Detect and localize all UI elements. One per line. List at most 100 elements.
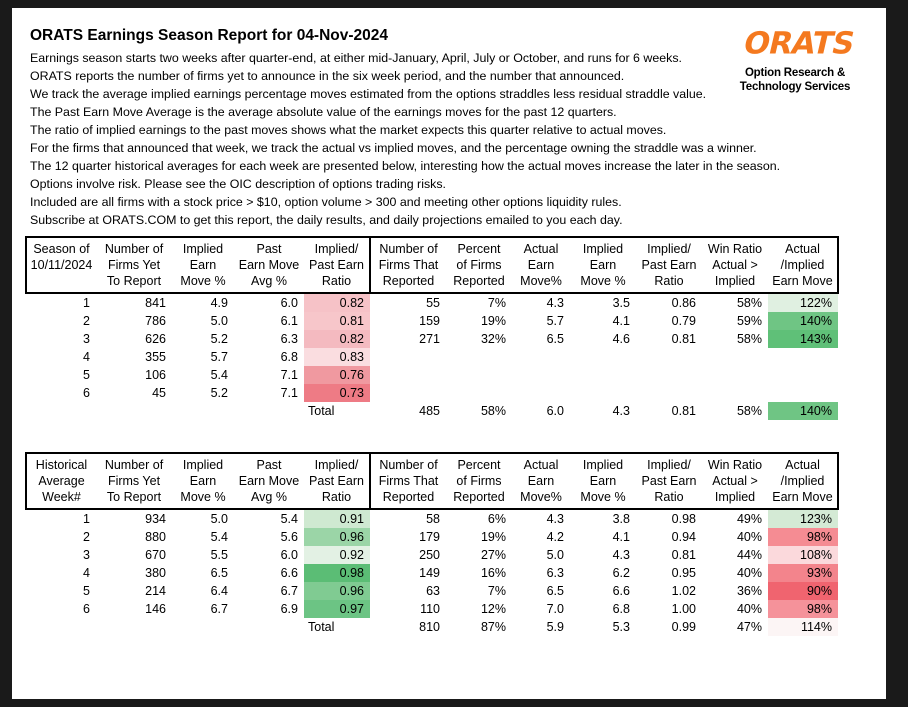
table-cell: 5.4 <box>280 512 298 526</box>
column-header: Actual/Implied Earn Move <box>768 236 839 294</box>
table-cell: 6.6 <box>612 584 630 598</box>
data-row: 6 45 5.2 7.1 0.73 <box>26 384 838 402</box>
column-header-line <box>27 273 96 289</box>
table-cell: 1 <box>83 296 90 310</box>
table-cell: 6.8 <box>280 350 298 364</box>
table-cell: 40% <box>736 530 762 544</box>
report-page: ORATS Earnings Season Report for 04-Nov-… <box>12 8 886 699</box>
column-header-line: Week# <box>42 490 81 504</box>
column-header: Historical Average Week# <box>25 452 96 510</box>
table-cell <box>512 366 570 384</box>
table-cell: 40% <box>736 566 762 580</box>
table-cell: 0.92 <box>304 546 370 564</box>
total-label: Total <box>308 404 335 418</box>
table-cell: 5.0 <box>210 512 228 526</box>
table-cell: 4.3 <box>612 404 630 418</box>
table-cell: 63 <box>426 584 440 598</box>
column-header: Number of Firms That Reported <box>369 452 446 510</box>
table-cell <box>768 384 838 402</box>
column-header: Implied/Past Earn Ratio <box>636 452 702 510</box>
column-header-line: Firms Yet <box>107 258 161 272</box>
table-cell <box>370 348 446 366</box>
table-cell: 27% <box>480 548 506 562</box>
table-cell: 93% <box>768 564 838 582</box>
column-header-line: Actual <box>785 458 820 472</box>
column-header-line: Reported <box>382 274 435 288</box>
table-cell: 58% <box>480 404 506 418</box>
intro-line: Options involve risk. Please see the OIC… <box>30 177 446 191</box>
table-cell: 108% <box>768 546 838 564</box>
column-header-line: /Implied <box>780 258 825 272</box>
column-header-line: of Firms <box>456 258 502 272</box>
column-header-line: Average <box>38 474 85 488</box>
table-cell: 0.96 <box>304 528 370 546</box>
table-cell <box>26 618 96 636</box>
orats-tagline: Option Research & Technology Services <box>730 67 860 94</box>
table-cell: 5.0 <box>210 314 228 328</box>
table-cell: 880 <box>145 530 166 544</box>
table-cell: 0.95 <box>671 566 696 580</box>
column-header-line: Earn Move <box>772 274 833 288</box>
table-cell: 0.86 <box>671 296 696 310</box>
column-header-line: Implied/ <box>647 458 691 472</box>
table-cell: 159 <box>419 314 440 328</box>
table-cell: 5.3 <box>612 620 630 634</box>
column-header-line: Earn <box>527 474 555 488</box>
table-cell <box>446 366 512 384</box>
column-header: Implied/Past Earn Ratio <box>636 236 702 294</box>
column-header-line: Implied <box>182 458 224 472</box>
total-row: Total 485 58% 6.0 4.3 0.81 58% 140% <box>26 402 838 420</box>
intro-line: For the firms that announced that week, … <box>30 141 757 155</box>
column-header-line: Implied <box>582 242 624 256</box>
column-header-line: Actual > <box>712 474 758 488</box>
table-cell: 485 <box>419 404 440 418</box>
table-cell: 98% <box>768 528 838 546</box>
table-cell: 4.1 <box>612 530 630 544</box>
table-cell: 58% <box>736 404 762 418</box>
column-header-line: Past <box>256 458 282 472</box>
column-header-line: Number of <box>379 458 438 472</box>
table-cell: 4.3 <box>546 296 564 310</box>
table-cell: 7.1 <box>280 386 298 400</box>
column-header-line: Earn Move <box>238 258 300 272</box>
header-row: Season of 10/11/2024 Number of Firms Yet To … <box>25 236 839 294</box>
table-cell: 0.99 <box>671 620 696 634</box>
season-table: Season of 10/11/2024 Number of Firms Yet To … <box>25 236 839 420</box>
table-cell: 4.2 <box>546 530 564 544</box>
table-cell <box>370 384 446 402</box>
total-row: Total 810 87% 5.9 5.3 0.99 47% 114% <box>26 618 838 636</box>
header-row: Historical Average Week# Number of Firms Yet… <box>25 452 839 510</box>
column-header-line: Implied/ <box>314 458 359 472</box>
column-header-line: Implied <box>714 274 756 288</box>
table-cell <box>768 366 838 384</box>
column-header-line: Actual <box>523 242 559 256</box>
orats-logo-mark: ORATS <box>740 26 858 62</box>
column-header: Number of Firms That Reported <box>369 236 446 294</box>
table-cell <box>636 384 702 402</box>
table-cell: 6 <box>83 602 90 616</box>
column-header-line: To Report <box>106 274 162 288</box>
table-cell: 5.6 <box>280 530 298 544</box>
table-cell: 0.81 <box>671 332 696 346</box>
table-cell: 0.83 <box>304 348 370 366</box>
table-cell: 40% <box>736 602 762 616</box>
intro-text: Earnings season starts two weeks after q… <box>30 49 886 229</box>
table-cell: 841 <box>145 296 166 310</box>
table-cell <box>26 402 96 420</box>
column-header-line: Past <box>256 242 282 256</box>
column-header-line: Implied/ <box>314 242 359 256</box>
column-header-line: Firms Yet <box>107 474 161 488</box>
table-cell: 6.5 <box>210 566 228 580</box>
table-cell: 6.5 <box>546 332 564 346</box>
table-cell: 123% <box>768 509 838 528</box>
table-cell: 4.9 <box>210 296 228 310</box>
column-header-line: Actual <box>523 458 559 472</box>
table-cell: 140% <box>768 402 838 420</box>
orats-logo-text: ORATS <box>740 28 858 61</box>
table-cell: 2 <box>83 530 90 544</box>
column-header: Actual/Implied Earn Move <box>768 452 839 510</box>
table-cell: 58% <box>736 332 762 346</box>
column-header: Past Earn Move Avg % <box>234 236 304 294</box>
column-header-line: Past Earn <box>309 258 364 272</box>
table-cell: 4.3 <box>546 512 564 526</box>
